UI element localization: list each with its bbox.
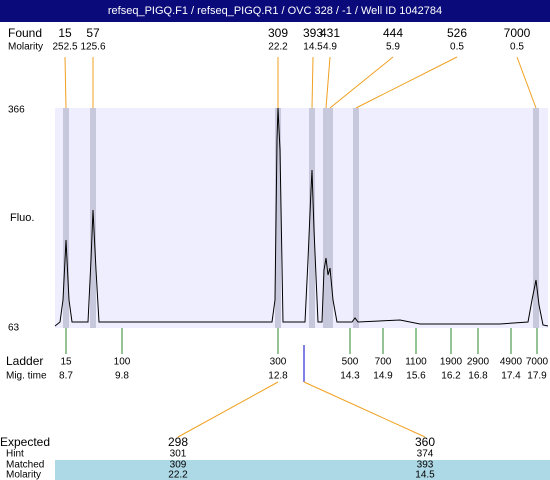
ladder-time: 12.8 — [268, 371, 288, 382]
ladder-time: 16.8 — [468, 371, 488, 382]
found-molarity: 4.9 — [323, 42, 337, 53]
peak-connector — [325, 56, 331, 109]
ladder-size: 300 — [270, 357, 287, 368]
peak-band — [275, 108, 281, 328]
found-size: 393 — [303, 26, 323, 40]
connector — [303, 381, 426, 438]
ladder-time: 14.9 — [373, 371, 393, 382]
ladder-size: 7000 — [526, 357, 549, 368]
found-molarity: 5.9 — [386, 42, 400, 53]
peak-connector — [516, 56, 537, 109]
ladder-time: 17.9 — [527, 371, 547, 382]
ladder-size: 500 — [342, 357, 359, 368]
found-molarity: 0.5 — [510, 42, 524, 53]
ladder-size: 700 — [375, 357, 392, 368]
found-size: 444 — [383, 26, 403, 40]
peak-connector — [311, 56, 314, 109]
ladder-size: 1100 — [405, 357, 427, 368]
matched-highlight — [55, 460, 550, 480]
trace — [54, 107, 549, 327]
title-bar — [0, 0, 550, 22]
peak-connector — [355, 56, 458, 109]
peak-band — [533, 108, 539, 328]
peak-band — [309, 108, 315, 328]
molarity-label: Molarity — [8, 42, 43, 53]
found-size: 309 — [268, 26, 288, 40]
ladder-size: 100 — [114, 357, 131, 368]
found-size: 57 — [86, 26, 100, 40]
matched-value: 393 — [417, 460, 434, 471]
mig-time-label: Mig. time — [6, 371, 47, 382]
ladder-time: 16.2 — [441, 371, 461, 382]
expected-value: 298 — [168, 435, 188, 449]
ladder-label: Ladder — [6, 354, 43, 368]
found-molarity: 14.5 — [303, 42, 323, 53]
ladder-time: 8.7 — [59, 371, 73, 382]
found-label: Found — [8, 26, 42, 40]
title: refseq_PIGQ.F1 / refseq_PIGQ.R1 / OVC 32… — [108, 5, 442, 17]
y-axis-label: Fluo. — [10, 212, 34, 224]
expected-label: Expected — [0, 435, 50, 449]
ladder-size: 1900 — [440, 357, 463, 368]
peak-band — [327, 108, 333, 328]
y-max-label: 366 — [8, 105, 25, 116]
ladder-time: 17.4 — [501, 371, 521, 382]
ladder-size: 4900 — [500, 357, 523, 368]
matched-label: Matched — [6, 460, 44, 471]
hint-label: Hint — [6, 449, 24, 460]
connector — [177, 381, 279, 438]
found-size: 526 — [447, 26, 467, 40]
peak-connector — [64, 56, 67, 109]
ladder-time: 9.8 — [115, 371, 129, 382]
peak-connector — [329, 56, 394, 109]
molarity-value: 22.2 — [168, 470, 188, 480]
found-molarity: 22.2 — [268, 42, 288, 53]
peak-band — [323, 108, 329, 328]
peak-band — [353, 108, 359, 328]
peak-band — [63, 108, 69, 328]
molarity-value: 14.5 — [415, 470, 435, 480]
ladder-size: 2900 — [467, 357, 490, 368]
ladder-time: 14.3 — [340, 371, 360, 382]
found-molarity: 252.5 — [52, 42, 77, 53]
found-size: 431 — [320, 26, 340, 40]
ladder-time: 15.6 — [406, 371, 426, 382]
plot-area — [55, 108, 548, 328]
hint-value: 374 — [417, 449, 434, 460]
matched-value: 309 — [170, 460, 187, 471]
ladder-size: 15 — [60, 357, 72, 368]
found-molarity: 125.6 — [80, 42, 105, 53]
found-size: 7000 — [504, 26, 531, 40]
found-size: 15 — [58, 26, 72, 40]
hint-value: 301 — [170, 449, 187, 460]
expected-value: 360 — [415, 435, 435, 449]
found-molarity: 0.5 — [450, 42, 464, 53]
molarity-label: Molarity — [6, 470, 41, 480]
y-min-label: 63 — [8, 323, 20, 334]
